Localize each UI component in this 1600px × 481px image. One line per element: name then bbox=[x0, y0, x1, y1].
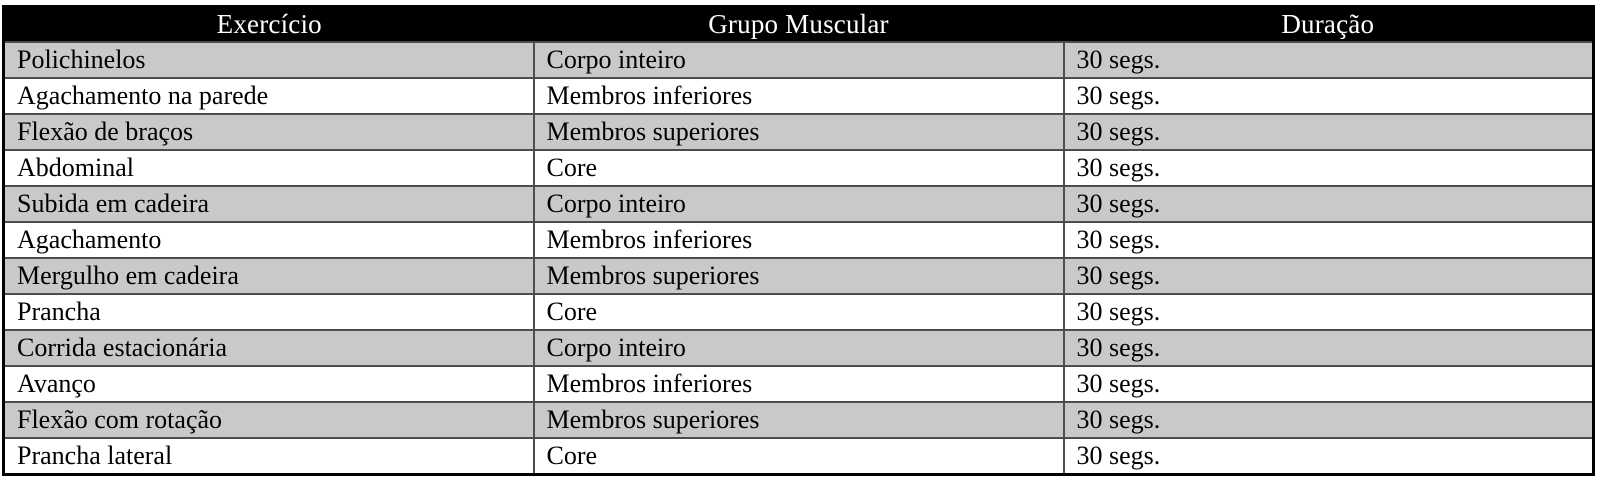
cell-duration: 30 segs. bbox=[1062, 113, 1595, 151]
cell-exercise: Subida em cadeira bbox=[2, 185, 535, 223]
cell-duration: 30 segs. bbox=[1062, 365, 1595, 403]
table-row: Prancha lateral Core 30 segs. bbox=[2, 437, 1595, 476]
cell-duration: 30 segs. bbox=[1062, 437, 1595, 476]
cell-duration: 30 segs. bbox=[1062, 221, 1595, 259]
cell-exercise: Abdominal bbox=[2, 149, 535, 187]
cell-muscle-group: Membros inferiores bbox=[532, 365, 1065, 403]
cell-duration: 30 segs. bbox=[1062, 293, 1595, 331]
cell-muscle-group: Membros superiores bbox=[532, 401, 1065, 439]
table-row: Agachamento na parede Membros inferiores… bbox=[2, 77, 1595, 115]
table-row: Flexão com rotação Membros superiores 30… bbox=[2, 401, 1595, 439]
cell-exercise: Prancha bbox=[2, 293, 535, 331]
table-row: Mergulho em cadeira Membros superiores 3… bbox=[2, 257, 1595, 295]
cell-exercise: Prancha lateral bbox=[2, 437, 535, 476]
cell-exercise: Polichinelos bbox=[2, 41, 535, 79]
cell-duration: 30 segs. bbox=[1062, 257, 1595, 295]
header-cell-duration: Duração bbox=[1063, 6, 1594, 42]
cell-muscle-group: Membros superiores bbox=[532, 257, 1065, 295]
header-row: Exercício Grupo Muscular Duração bbox=[3, 6, 1594, 42]
cell-exercise: Agachamento na parede bbox=[2, 77, 535, 115]
cell-muscle-group: Core bbox=[532, 437, 1065, 476]
table-row: Abdominal Core 30 segs. bbox=[2, 149, 1595, 187]
table-row: Subida em cadeira Corpo inteiro 30 segs. bbox=[2, 185, 1595, 223]
header-cell-exercise: Exercício bbox=[3, 6, 534, 42]
cell-muscle-group: Membros superiores bbox=[532, 113, 1065, 151]
table-row: Prancha Core 30 segs. bbox=[2, 293, 1595, 331]
cell-exercise: Avanço bbox=[2, 365, 535, 403]
workout-table: Exercício Grupo Muscular Duração Polichi… bbox=[2, 5, 1595, 476]
cell-muscle-group: Corpo inteiro bbox=[532, 185, 1065, 223]
table-row: Avanço Membros inferiores 30 segs. bbox=[2, 365, 1595, 403]
cell-duration: 30 segs. bbox=[1062, 77, 1595, 115]
table-row: Corrida estacionária Corpo inteiro 30 se… bbox=[2, 329, 1595, 367]
cell-duration: 30 segs. bbox=[1062, 329, 1595, 367]
cell-duration: 30 segs. bbox=[1062, 401, 1595, 439]
cell-muscle-group: Corpo inteiro bbox=[532, 329, 1065, 367]
cell-muscle-group: Core bbox=[532, 293, 1065, 331]
cell-duration: 30 segs. bbox=[1062, 41, 1595, 79]
cell-exercise: Flexão de braços bbox=[2, 113, 535, 151]
cell-exercise: Corrida estacionária bbox=[2, 329, 535, 367]
cell-duration: 30 segs. bbox=[1062, 149, 1595, 187]
table-row: Agachamento Membros inferiores 30 segs. bbox=[2, 221, 1595, 259]
cell-exercise: Agachamento bbox=[2, 221, 535, 259]
header-cell-muscle-group: Grupo Muscular bbox=[533, 6, 1064, 42]
cell-muscle-group: Membros inferiores bbox=[532, 77, 1065, 115]
cell-exercise: Flexão com rotação bbox=[2, 401, 535, 439]
cell-muscle-group: Core bbox=[532, 149, 1065, 187]
cell-muscle-group: Corpo inteiro bbox=[532, 41, 1065, 79]
cell-muscle-group: Membros inferiores bbox=[532, 221, 1065, 259]
cell-exercise: Mergulho em cadeira bbox=[2, 257, 535, 295]
table-row: Flexão de braços Membros superiores 30 s… bbox=[2, 113, 1595, 151]
table-row: Polichinelos Corpo inteiro 30 segs. bbox=[2, 41, 1595, 79]
cell-duration: 30 segs. bbox=[1062, 185, 1595, 223]
